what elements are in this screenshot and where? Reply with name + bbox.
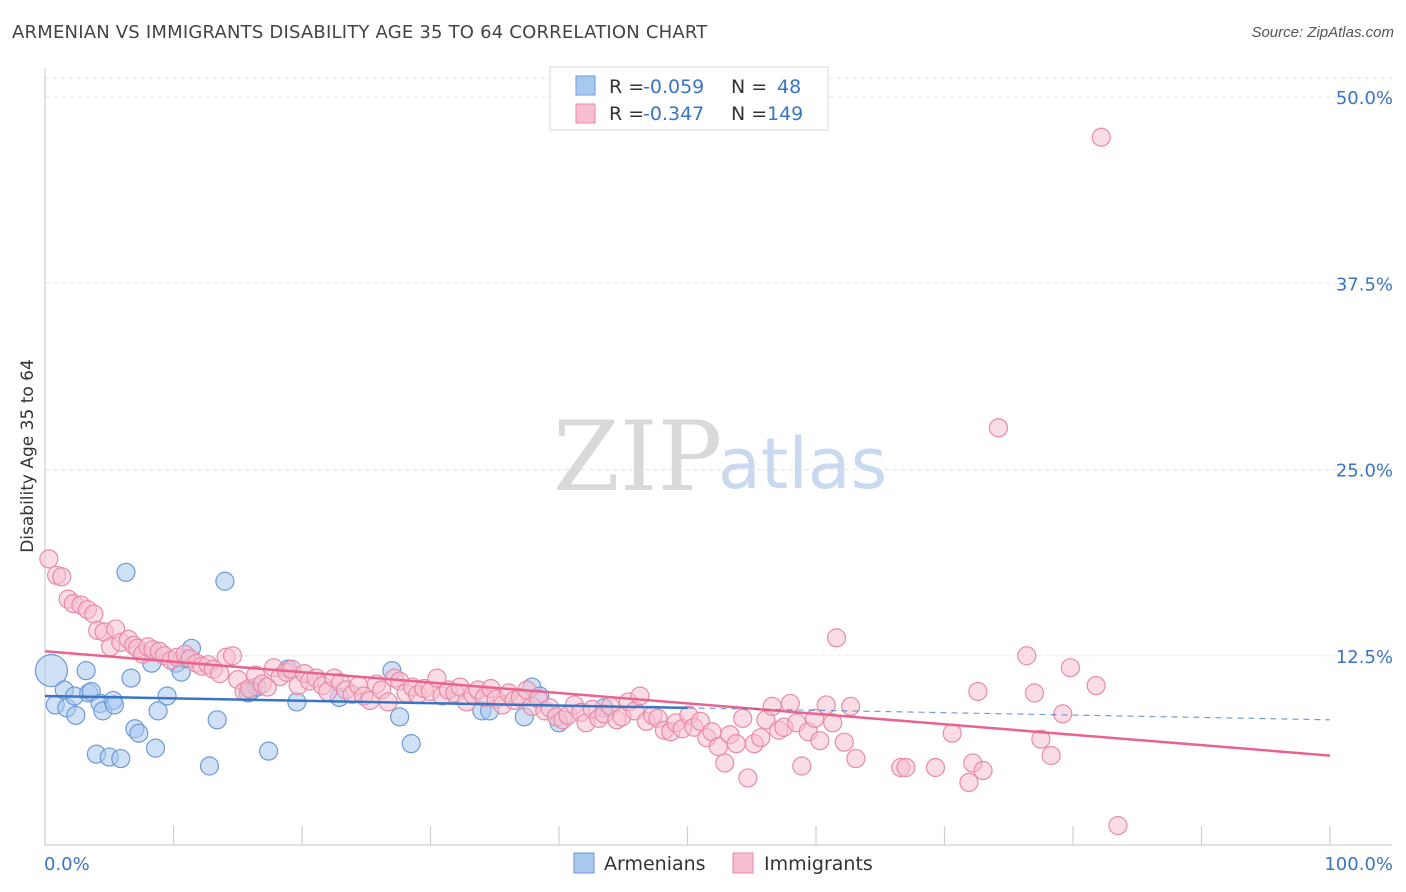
armenians-point-40 bbox=[401, 734, 421, 754]
immigrants-point-121 bbox=[762, 696, 782, 717]
armenians-point-17 bbox=[121, 668, 141, 688]
immigrants-point-37 bbox=[257, 677, 277, 697]
chart-source: Source: ZipAtlas.com bbox=[1251, 24, 1394, 41]
immigrants-point-119 bbox=[751, 728, 771, 748]
bottom-legend-swatch-armenians bbox=[573, 852, 595, 874]
bottom-legend: Armenians Immigrants bbox=[573, 852, 873, 875]
gridlines bbox=[45, 77, 1392, 657]
immigrants-trend-line bbox=[44, 650, 1331, 757]
immigrants-point-131 bbox=[823, 713, 843, 733]
y-tick-label-3: 50.0% bbox=[1336, 88, 1393, 109]
bottom-legend-armenians: Armenians bbox=[604, 853, 706, 875]
armenians-point-22 bbox=[148, 701, 168, 721]
legend-n-value-immigrants: 149 bbox=[767, 103, 803, 125]
armenians-point-6 bbox=[76, 661, 96, 681]
immigrants-point-115 bbox=[726, 734, 746, 754]
immigrants-point-2 bbox=[52, 567, 72, 587]
armenians-points bbox=[34, 562, 614, 776]
immigrants-point-0 bbox=[39, 549, 59, 569]
immigrants-point-142 bbox=[968, 681, 988, 702]
armenians-trend-extension bbox=[687, 707, 1331, 721]
immigrants-point-145 bbox=[1024, 683, 1045, 703]
watermark-atlas: atlas bbox=[718, 423, 887, 505]
legend-r-label-armenians: R = bbox=[609, 76, 644, 98]
immigrants-point-129 bbox=[810, 731, 830, 751]
immigrants-point-139 bbox=[942, 723, 962, 743]
immigrants-point-150 bbox=[1086, 675, 1106, 696]
immigrants-point-135 bbox=[846, 748, 866, 769]
immigrants-point-117 bbox=[738, 768, 758, 788]
armenians-point-21 bbox=[145, 738, 166, 758]
y-axis-label: Disability Age 35 to 64 bbox=[18, 359, 38, 553]
immigrants-point-144 bbox=[1017, 646, 1037, 666]
armenians-point-14 bbox=[104, 695, 124, 715]
x-tick-labels: 0.0% 100.0% bbox=[44, 854, 1393, 875]
legend-r-label-immigrants: R = bbox=[609, 103, 644, 125]
immigrants-point-133 bbox=[834, 732, 854, 752]
armenians-point-16 bbox=[116, 562, 136, 582]
immigrants-point-132 bbox=[826, 628, 847, 648]
immigrants-point-137 bbox=[896, 757, 916, 778]
armenians-point-23 bbox=[157, 686, 177, 706]
x-tick-label-0: 0.0% bbox=[44, 854, 90, 875]
immigrants-point-113 bbox=[715, 753, 735, 773]
legend-swatch-immigrants bbox=[575, 103, 596, 124]
y-tick-label-1: 25.0% bbox=[1336, 461, 1393, 482]
y-tick-label-0: 12.5% bbox=[1336, 647, 1393, 668]
immigrants-point-143 bbox=[988, 418, 1009, 438]
chart-title: ARMENIAN VS IMMIGRANTS DISABILITY AGE 35… bbox=[12, 22, 708, 43]
immigrants-point-152 bbox=[1108, 816, 1128, 836]
immigrants-point-130 bbox=[816, 695, 836, 715]
axes bbox=[44, 68, 1392, 846]
trend-lines bbox=[44, 650, 1331, 757]
immigrants-point-134 bbox=[841, 696, 861, 717]
immigrants-point-29 bbox=[210, 664, 230, 684]
immigrants-point-7 bbox=[84, 604, 104, 624]
legend-swatch-armenians bbox=[575, 75, 596, 96]
watermark: ZIP atlas bbox=[553, 401, 887, 513]
immigrants-point-147 bbox=[1041, 745, 1061, 766]
immigrants-point-31 bbox=[223, 646, 243, 666]
armenians-trend-line bbox=[44, 694, 688, 710]
armenians-point-5 bbox=[66, 705, 86, 725]
bottom-legend-immigrants: Immigrants bbox=[764, 853, 873, 875]
watermark-zip: ZIP bbox=[553, 401, 722, 513]
immigrants-point-140 bbox=[959, 772, 979, 793]
y-tick-label-2: 37.5% bbox=[1336, 274, 1393, 295]
legend-n-value-armenians: 48 bbox=[777, 76, 801, 98]
armenians-point-39 bbox=[390, 707, 410, 727]
armenians-point-28 bbox=[199, 756, 220, 776]
immigrants-point-138 bbox=[925, 757, 946, 778]
immigrants-point-151 bbox=[1091, 127, 1111, 147]
immigrants-point-149 bbox=[1060, 658, 1081, 678]
legend-n-label-immigrants: N = bbox=[731, 103, 767, 125]
armenians-point-29 bbox=[207, 710, 227, 730]
legend-r-value-armenians: -0.059 bbox=[643, 76, 704, 98]
y-tick-labels: 12.5% 25.0% 37.5% 50.0% bbox=[1336, 88, 1393, 668]
bottom-legend-swatch-immigrants bbox=[732, 852, 754, 874]
legend-n-label-armenians: N = bbox=[731, 76, 767, 98]
immigrants-point-148 bbox=[1053, 704, 1073, 724]
armenians-point-34 bbox=[258, 741, 279, 761]
armenians-point-0 bbox=[34, 654, 69, 688]
armenians-point-15 bbox=[111, 748, 131, 769]
immigrants-point-99 bbox=[630, 686, 650, 706]
x-tick-label-1: 100.0% bbox=[1324, 854, 1393, 875]
armenians-point-19 bbox=[129, 723, 149, 743]
immigrants-point-116 bbox=[733, 708, 753, 728]
immigrants-point-126 bbox=[792, 756, 812, 776]
legend-r-value-immigrants: -0.347 bbox=[643, 103, 704, 125]
immigrants-point-146 bbox=[1031, 729, 1051, 749]
legend-box: R = -0.059 N = 48 R = -0.347 N = 149 bbox=[549, 66, 829, 131]
immigrants-point-153 bbox=[973, 760, 993, 781]
armenians-point-30 bbox=[215, 571, 235, 591]
